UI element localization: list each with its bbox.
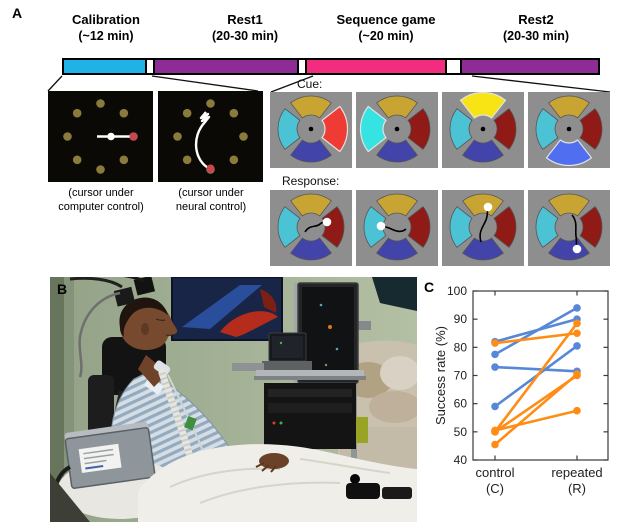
calibration-canvas bbox=[48, 91, 153, 182]
caption-line: (cursor under bbox=[68, 187, 134, 199]
panel-c-label: C bbox=[424, 279, 435, 295]
cue-row bbox=[270, 92, 610, 168]
phase-name: Rest1 bbox=[227, 12, 263, 27]
panel-b-label: B bbox=[57, 281, 68, 297]
participant-photo bbox=[50, 277, 417, 522]
phase-duration: (20-30 min) bbox=[212, 29, 278, 43]
response-row bbox=[270, 190, 610, 266]
timeline-bar bbox=[62, 58, 600, 75]
svg-text:control: control bbox=[475, 465, 514, 480]
wall-painting bbox=[171, 277, 283, 341]
calibration-caption-1: (cursor under computer control) bbox=[36, 187, 166, 214]
phase-header-sequence-game: Sequence game (~20 min) bbox=[301, 12, 471, 44]
panel-a-label: A bbox=[12, 5, 23, 21]
hand bbox=[255, 453, 289, 473]
svg-text:repeated: repeated bbox=[551, 465, 602, 480]
caption-line: neural control) bbox=[175, 200, 247, 213]
svg-text:90: 90 bbox=[454, 312, 468, 326]
phase-name: Rest2 bbox=[518, 12, 554, 27]
response-panel-1 bbox=[270, 190, 352, 266]
phase-name: Calibration bbox=[72, 12, 140, 27]
svg-text:(C): (C) bbox=[486, 481, 504, 496]
svg-text:70: 70 bbox=[454, 369, 468, 383]
svg-text:60: 60 bbox=[454, 397, 468, 411]
response-label: Response: bbox=[282, 174, 340, 188]
tv-corner bbox=[372, 277, 417, 311]
calibration-screen-computer-control bbox=[48, 91, 153, 182]
cue-panel-4 bbox=[528, 92, 610, 168]
caption-line: computer control) bbox=[58, 200, 144, 213]
response-panel-2 bbox=[356, 190, 438, 266]
phase-duration: (~12 min) bbox=[78, 29, 134, 43]
response-panel-4 bbox=[528, 190, 610, 266]
svg-text:100: 100 bbox=[447, 284, 467, 298]
pedestal-cable bbox=[69, 277, 123, 289]
svg-text:50: 50 bbox=[454, 425, 468, 439]
phase-name: Sequence game bbox=[336, 12, 436, 27]
cue-label: Cue: bbox=[297, 77, 323, 91]
calibration-canvas bbox=[158, 91, 263, 182]
caption-line: (cursor under bbox=[178, 187, 244, 199]
cue-panel-3 bbox=[442, 92, 524, 168]
timeline-phase-segment bbox=[460, 58, 600, 75]
cue-panel-2 bbox=[356, 92, 438, 168]
monitor-cart bbox=[232, 282, 371, 461]
amplifier-box bbox=[64, 421, 156, 489]
calibration-screen-neural-control bbox=[158, 91, 263, 182]
joystick bbox=[346, 474, 412, 499]
calibration-caption-2: (cursor under neural control) bbox=[146, 187, 276, 214]
svg-text:80: 80 bbox=[454, 340, 468, 354]
svg-text:40: 40 bbox=[454, 453, 468, 467]
phase-header-rest1: Rest1 (20-30 min) bbox=[160, 12, 330, 44]
blanket bbox=[138, 444, 417, 522]
success-rate-chart: 40 50 60 70 80 90 100 control(C) repeated(R) Succ… bbox=[435, 284, 609, 496]
phase-duration: (~20 min) bbox=[358, 29, 414, 43]
phase-duration: (20-30 min) bbox=[503, 29, 569, 43]
svg-text:Success rate (%): Success rate (%) bbox=[435, 326, 448, 425]
phase-header-rest2: Rest2 (20-30 min) bbox=[451, 12, 621, 44]
svg-text:(R): (R) bbox=[568, 481, 586, 496]
cue-panel-1 bbox=[270, 92, 352, 168]
phase-header-calibration: Calibration (~12 min) bbox=[21, 12, 191, 44]
response-panel-3 bbox=[442, 190, 524, 266]
head-pedestal bbox=[113, 277, 156, 307]
